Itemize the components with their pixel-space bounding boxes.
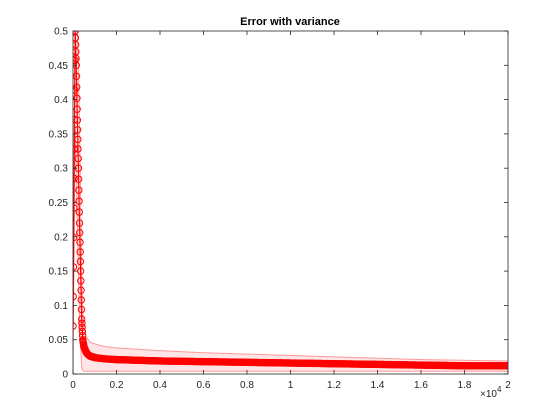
x-tick-label: 1.8 [458, 380, 472, 391]
y-tick-label: 0.05 [49, 335, 69, 346]
x-tick-label: 0.2 [110, 380, 124, 391]
y-tick-label: 0 [62, 370, 68, 381]
x-tick-label: 1 [288, 380, 294, 391]
x-tick-label: 0.4 [153, 380, 167, 391]
y-tick-label: 0.4 [54, 95, 68, 106]
y-tick-label: 0.15 [49, 267, 69, 278]
x-axis-ticks: 0 0.2 0.4 0.6 0.8 1 1.2 1.4 1.6 1.8 2 [70, 31, 511, 391]
chart-title: Error with variance [240, 16, 340, 28]
x-tick-label: 0.6 [197, 380, 211, 391]
y-tick-label: 0.5 [54, 27, 68, 38]
x-axis-exponent-power: 4 [497, 385, 502, 394]
x-tick-label: 1.2 [327, 380, 341, 391]
y-tick-label: 0.1 [54, 301, 68, 312]
x-tick-label: 1.4 [371, 380, 385, 391]
y-tick-label: 0.45 [49, 61, 69, 72]
line-layer [73, 31, 508, 367]
x-tick-label: 0.8 [240, 380, 254, 391]
x-tick-label: 0 [70, 380, 76, 391]
y-tick-label: 0.2 [54, 232, 68, 243]
x-axis-exponent: ×104 [480, 385, 502, 400]
x-tick-label: 2 [505, 380, 511, 391]
y-tick-label: 0.35 [49, 129, 69, 140]
variance-upper-line [73, 31, 508, 362]
y-tick-label: 0.3 [54, 164, 68, 175]
series-line [73, 31, 508, 367]
y-tick-label: 0.25 [49, 198, 69, 209]
x-axis-exponent-base: ×10 [480, 389, 497, 400]
y-axis-ticks: 0 0.05 0.1 0.15 0.2 0.25 0.3 0.35 0.4 0.45 0.5 [49, 27, 508, 381]
x-tick-label: 1.6 [414, 380, 428, 391]
